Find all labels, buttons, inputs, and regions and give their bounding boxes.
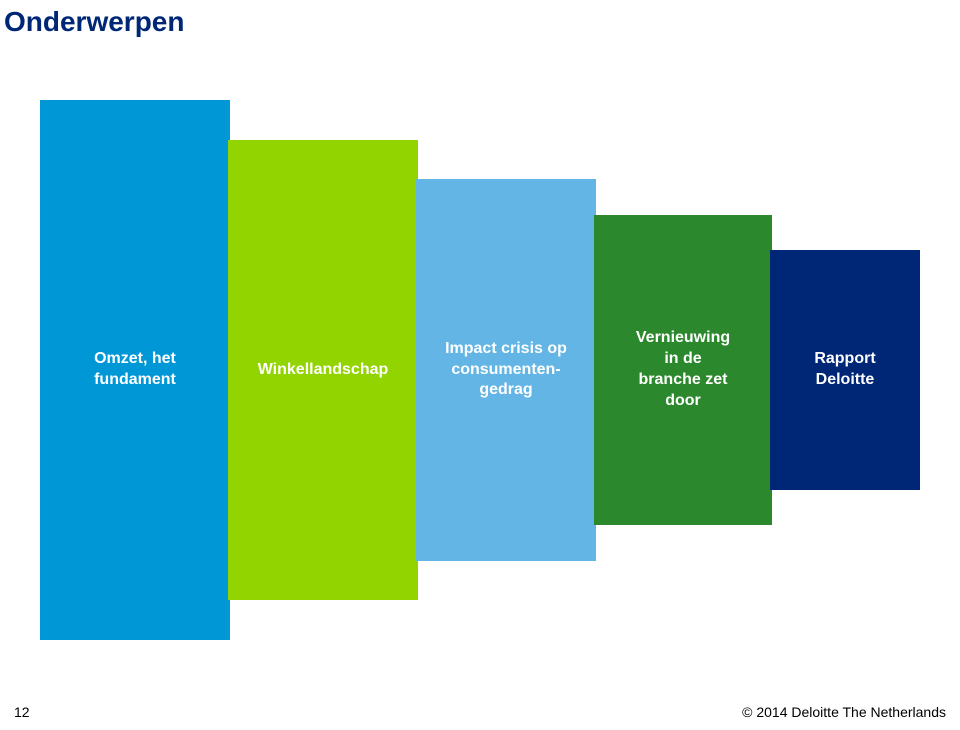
chart-bar-label: Vernieuwing in de branche zet door	[628, 328, 738, 411]
page-title: Onderwerpen	[0, 0, 960, 38]
page-number: 12	[14, 704, 30, 720]
copyright-text: © 2014 Deloitte The Netherlands	[742, 704, 946, 720]
chart-bar: Impact crisis op consumenten- gedrag	[416, 179, 596, 561]
chart-bar-label: Winkellandschap	[250, 360, 397, 381]
chart-bar-label: Omzet, het fundament	[86, 349, 184, 391]
chart-bar-label: Impact crisis op consumenten- gedrag	[437, 339, 575, 401]
chart-bar: Winkellandschap	[228, 140, 418, 600]
funnel-bar-chart: Omzet, het fundament Winkellandschap Impac…	[40, 100, 920, 640]
chart-bar: Rapport Deloitte	[770, 250, 920, 490]
chart-bar-label: Rapport Deloitte	[806, 349, 883, 391]
chart-bar: Vernieuwing in de branche zet door	[594, 215, 772, 525]
chart-bar: Omzet, het fundament	[40, 100, 230, 640]
footer: 12 © 2014 Deloitte The Netherlands	[0, 704, 960, 720]
